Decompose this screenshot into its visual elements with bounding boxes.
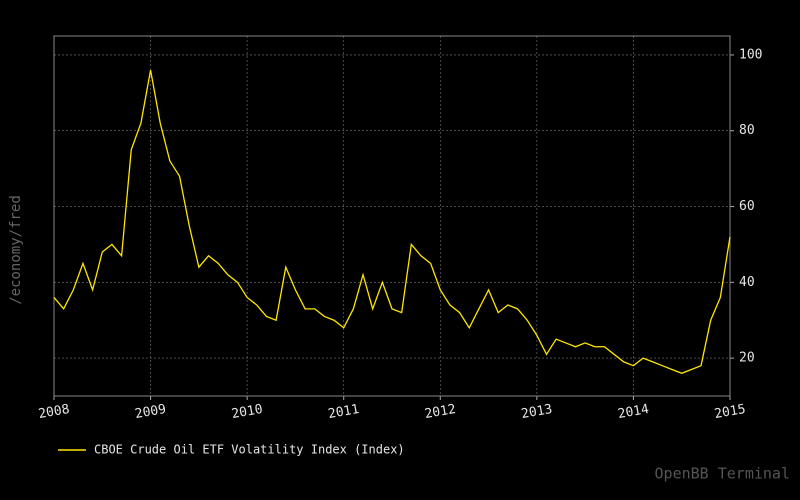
y-tick-label: 60: [739, 199, 755, 214]
data-line: [53, 69, 731, 374]
y-axis-label: /economy/fred: [8, 195, 24, 305]
x-tick-label: 2014: [617, 402, 651, 422]
watermark: OpenBB Terminal: [655, 465, 790, 483]
y-tick-label: 80: [739, 123, 755, 138]
x-tick-label: 2010: [230, 402, 263, 422]
x-tick-label: 2009: [134, 402, 167, 422]
y-tick-label: 20: [739, 351, 755, 366]
x-tick-label: 2013: [520, 402, 553, 422]
x-tick-label: 2008: [37, 402, 70, 422]
y-tick-label: 40: [739, 275, 755, 290]
y-tick-label: 100: [739, 47, 762, 62]
x-tick-label: 2012: [424, 402, 457, 422]
legend-label: CBOE Crude Oil ETF Volatility Index (Ind…: [94, 443, 405, 457]
x-tick-label: 2011: [327, 402, 360, 422]
plot-frame: [53, 35, 731, 397]
x-tick-label: 2015: [713, 402, 746, 422]
